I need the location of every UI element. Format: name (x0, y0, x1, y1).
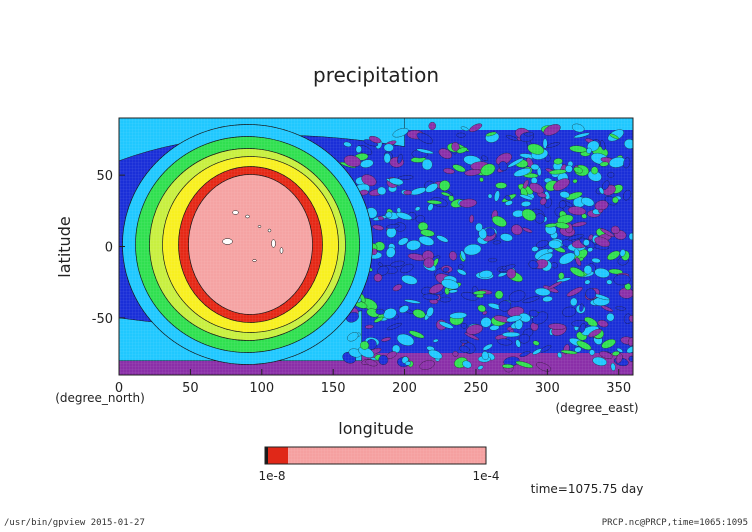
footer-left: /usr/bin/gpview 2015-01-27 (4, 518, 145, 528)
chart-title: precipitation (313, 63, 439, 87)
x-ticks: 0 50 100 150 200 250 300 350 (115, 369, 631, 396)
y-tick-label: -50 (92, 312, 113, 327)
y-tick-label: 0 (105, 241, 113, 256)
x-axis-unit: (degree_east) (555, 401, 638, 415)
x-tick-label: 0 (115, 381, 123, 396)
y-tick-label: 50 (96, 169, 113, 184)
x-tick-label: 350 (606, 381, 631, 396)
colorbar-label-right: 1e-4 (473, 469, 500, 483)
time-annotation: time=1075.75 day (531, 482, 644, 496)
y-axis-label: latitude (55, 216, 74, 277)
x-tick-label: 250 (464, 381, 489, 396)
x-tick-label: 300 (535, 381, 560, 396)
colorbar-frame (264, 446, 487, 465)
x-tick-label: 150 (321, 381, 346, 396)
x-tick-label: 50 (182, 381, 199, 396)
colorbar-label-left: 1e-8 (259, 469, 286, 483)
y-axis-unit: (degree_north) (55, 391, 145, 405)
plot-area (119, 118, 633, 375)
x-tick-label: 200 (392, 381, 417, 396)
x-axis-label: longitude (338, 419, 413, 438)
colorbar-seg-1 (265, 447, 268, 464)
y-ticks: -50 0 50 (92, 169, 125, 327)
x-tick-label: 100 (249, 381, 274, 396)
colorbar-seg-2 (268, 447, 288, 464)
colorbar: 1e-8 1e-4 (259, 446, 500, 483)
footer-right: PRCP.nc@PRCP,time=1065:1095 (601, 518, 748, 528)
